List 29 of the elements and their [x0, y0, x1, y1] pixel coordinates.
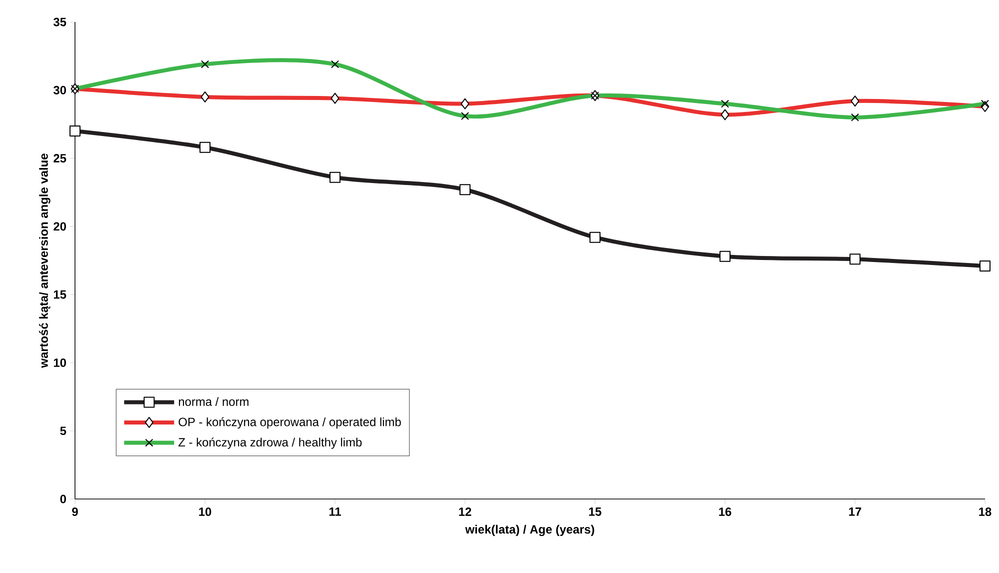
x-tick-label: 12 [459, 508, 472, 516]
point [330, 172, 341, 183]
point [590, 232, 601, 243]
y-tick-label: 25 [54, 154, 66, 163]
y-tick-label: 5 [60, 426, 66, 436]
y-tick-label: 30 [53, 86, 66, 94]
legend-label: OP - kończyna operowana / operated limb [178, 417, 401, 429]
x-tick-label: 15 [589, 508, 602, 516]
legend-label: Z - kończyna zdrowa / healthy limb [178, 438, 362, 449]
x-tick-label: 16 [719, 508, 732, 516]
x-tick-label: 18 [979, 508, 992, 516]
x-tick-label: 10 [199, 508, 212, 516]
point [200, 142, 211, 153]
y-tick-label: 35 [53, 18, 66, 26]
x-axis-title: wiek(lata) / Age (years) [465, 524, 594, 536]
x-tick-label: 17 [849, 508, 862, 516]
y-tick-label: 0 [60, 494, 66, 504]
x-tick-label: 9 [72, 508, 78, 516]
y-tick-label: 15 [54, 290, 66, 299]
point [460, 184, 471, 196]
y-tick-label: 10 [54, 358, 66, 367]
y-tick-label: 20 [54, 222, 66, 231]
point [980, 260, 991, 272]
point [850, 254, 861, 265]
x-tick-label: 11 [329, 508, 341, 516]
legend-label: norma / norm [178, 397, 248, 406]
point [70, 126, 80, 137]
y-axis-title: wartość kąta/ anteversion angle value [39, 154, 50, 368]
point [720, 250, 731, 262]
